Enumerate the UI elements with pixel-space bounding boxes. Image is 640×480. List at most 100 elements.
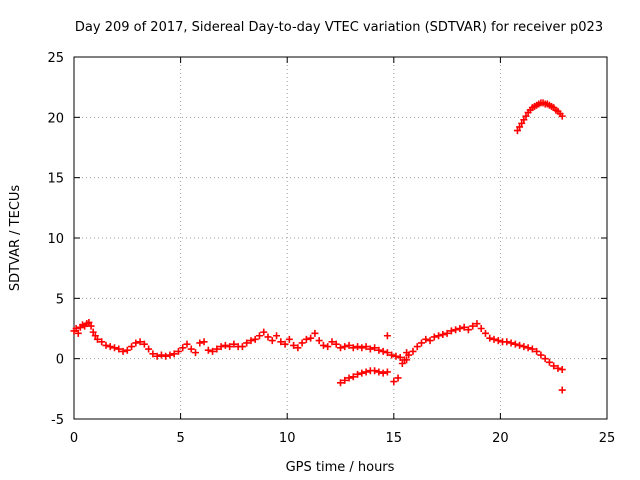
data-point xyxy=(390,378,398,386)
axis-ticks xyxy=(73,56,608,420)
data-point xyxy=(507,339,515,347)
y-tick-label: 10 xyxy=(47,232,64,247)
data-point xyxy=(362,368,370,376)
data-point xyxy=(85,318,93,326)
data-point xyxy=(413,343,421,351)
data-point xyxy=(204,346,212,354)
data-point xyxy=(277,338,285,346)
data-point xyxy=(302,335,310,343)
data-point xyxy=(209,347,217,355)
data-point xyxy=(230,340,238,348)
data-point xyxy=(247,337,255,345)
data-point xyxy=(558,112,566,120)
data-point xyxy=(162,352,170,360)
data-point xyxy=(324,343,332,351)
y-tick-label: 20 xyxy=(47,111,64,126)
chart-title: Day 209 of 2017, Sidereal Day-to-day VTE… xyxy=(75,20,603,35)
data-point xyxy=(503,338,511,346)
data-point xyxy=(145,345,153,353)
data-point xyxy=(494,337,502,345)
data-point xyxy=(264,333,272,341)
y-tick-label: -5 xyxy=(51,413,64,428)
data-point xyxy=(435,332,443,340)
data-point xyxy=(149,350,157,358)
data-point xyxy=(371,367,379,375)
data-point xyxy=(238,343,246,351)
data-point xyxy=(533,347,541,355)
data-point xyxy=(383,368,391,376)
data-point xyxy=(174,347,182,355)
data-point xyxy=(170,350,178,358)
data-point xyxy=(213,345,221,353)
data-point xyxy=(341,343,349,351)
y-tick-label: 25 xyxy=(47,51,64,66)
data-point xyxy=(226,343,234,351)
data-point xyxy=(486,334,494,342)
data-point xyxy=(379,347,387,355)
grid-lines xyxy=(74,57,607,419)
data-point xyxy=(375,368,383,376)
data-point xyxy=(522,112,530,120)
data-point xyxy=(345,341,353,349)
data-point xyxy=(132,339,140,347)
data-point xyxy=(558,386,566,394)
data-point xyxy=(307,334,315,342)
data-point xyxy=(341,376,349,384)
plot-frame xyxy=(73,56,608,420)
data-point xyxy=(439,331,447,339)
data-point xyxy=(119,347,127,355)
x-axis-label: GPS time / hours xyxy=(286,460,395,475)
data-point xyxy=(396,353,404,361)
y-tick-label: 5 xyxy=(56,292,64,307)
data-points xyxy=(70,99,566,394)
data-point xyxy=(140,340,148,348)
data-point xyxy=(157,351,165,359)
data-point xyxy=(106,343,114,351)
data-point xyxy=(179,344,187,352)
data-point xyxy=(426,337,434,345)
data-point xyxy=(452,326,460,334)
data-point xyxy=(513,127,521,135)
data-point xyxy=(388,351,396,359)
data-point xyxy=(91,332,99,340)
data-point xyxy=(345,374,353,382)
data-point xyxy=(398,359,406,367)
data-point xyxy=(200,338,208,346)
data-point xyxy=(196,339,204,347)
data-point xyxy=(273,332,281,340)
data-point xyxy=(294,344,302,352)
data-point xyxy=(550,362,558,370)
data-point xyxy=(255,332,263,340)
data-point xyxy=(418,339,426,347)
data-point xyxy=(403,356,411,364)
data-point xyxy=(541,355,549,363)
y-tick-label: 0 xyxy=(56,353,64,368)
data-point xyxy=(183,340,191,348)
x-tick-label: 10 xyxy=(279,431,296,446)
data-point xyxy=(490,335,498,343)
data-point xyxy=(477,325,485,332)
x-tick-label: 20 xyxy=(492,431,509,446)
data-point xyxy=(358,344,366,352)
x-tick-label: 0 xyxy=(70,431,78,446)
data-point xyxy=(337,379,344,387)
data-point xyxy=(443,329,451,337)
data-point xyxy=(528,345,536,353)
data-point xyxy=(349,373,357,381)
data-point xyxy=(98,338,106,346)
data-point xyxy=(354,370,362,378)
data-point xyxy=(268,337,276,345)
data-point xyxy=(311,329,319,337)
data-point xyxy=(217,343,225,351)
data-point xyxy=(392,352,400,360)
data-point xyxy=(87,322,95,330)
data-point xyxy=(516,341,524,349)
data-point xyxy=(319,341,327,349)
data-point xyxy=(362,343,370,351)
data-point xyxy=(430,333,438,341)
data-point xyxy=(93,335,101,343)
data-point xyxy=(153,352,161,360)
data-point xyxy=(545,358,553,366)
data-point xyxy=(558,366,566,374)
